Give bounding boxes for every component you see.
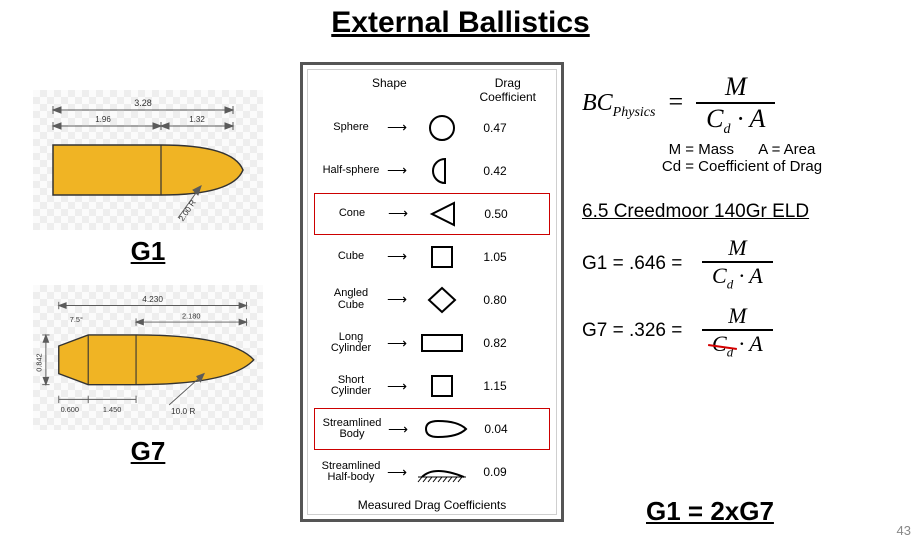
drag-row-1: Half-sphere⟶ 0.42	[314, 150, 550, 192]
shape-icon	[412, 331, 472, 355]
g7-height: 0.842	[34, 353, 43, 371]
bullet-profiles: 3.28 1.96 1.32 2.00 R	[18, 90, 278, 485]
page-title: External Ballistics	[0, 6, 921, 40]
drag-header-shape: Shape	[372, 76, 407, 104]
bullet-g7-figure: 4.230 2.180 7.5° 0.842	[33, 285, 263, 430]
example-heading: 6.5 Creedmoor 140Gr ELD	[582, 201, 902, 223]
g1-equation: G1 = .646 = M Cd · A	[582, 237, 902, 290]
drag-row-6: Short Cylinder⟶ 1.15	[314, 365, 550, 407]
formula-denominator: Cd · A	[696, 102, 775, 137]
arrow-icon: ⟶	[382, 248, 412, 265]
legend-a: A = Area	[758, 141, 815, 158]
shape-icon	[412, 461, 472, 483]
legend-m: M = Mass	[669, 141, 734, 158]
g1-radius-note: 2.00 R	[177, 198, 198, 223]
shape-icon	[412, 113, 472, 143]
drag-row-value: 0.42	[472, 164, 518, 178]
drag-row-name: Short Cylinder	[320, 375, 382, 398]
drag-row-value: 0.80	[472, 293, 518, 307]
bc-formula: BCPhysics = M Cd · A	[582, 74, 902, 137]
arrow-icon: ⟶	[382, 162, 412, 179]
g7-equation: G7 = .326 = M Cd · A	[582, 305, 902, 358]
drag-row-2: Cone⟶ 0.50	[314, 193, 550, 235]
g1-dim-total: 3.28	[134, 98, 152, 108]
g7-boat-len: 1.450	[103, 405, 121, 414]
g7-label: G7	[18, 436, 278, 467]
drag-row-value: 0.50	[473, 207, 519, 221]
drag-row-value: 0.04	[473, 422, 519, 436]
arrow-icon: ⟶	[382, 119, 412, 136]
drag-row-5: Long Cylinder⟶ 0.82	[314, 322, 550, 364]
arrow-icon: ⟶	[383, 205, 413, 222]
conclusion: G1 = 2xG7	[646, 496, 774, 527]
drag-row-8: Streamlined Half-body⟶ 0.09	[314, 451, 550, 493]
g7-dim-total: 4.230	[142, 295, 163, 304]
drag-row-name: Streamlined Body	[321, 418, 383, 441]
drag-header-coeff1: Drag	[495, 76, 521, 90]
drag-row-value: 1.05	[472, 250, 518, 264]
drag-row-value: 0.09	[472, 465, 518, 479]
drag-row-3: Cube⟶ 1.05	[314, 236, 550, 278]
g7-radius-note: 10.0 R	[171, 407, 195, 416]
g7-dim-nose: 2.180	[182, 311, 200, 320]
shape-icon	[412, 285, 472, 315]
drag-footer: Measured Drag Coefficients	[314, 494, 550, 512]
drag-row-name: Angled Cube	[320, 288, 382, 311]
drag-row-7: Streamlined Body⟶ 0.04	[314, 408, 550, 450]
bullet-g1-figure: 3.28 1.96 1.32 2.00 R	[33, 90, 263, 230]
formula-column: BCPhysics = M Cd · A M = Mass A = Area C…	[582, 74, 902, 358]
shape-icon	[413, 199, 473, 229]
g7-boat-bottom: 0.600	[61, 405, 79, 414]
shape-icon	[412, 156, 472, 186]
drag-row-name: Cube	[320, 251, 382, 263]
legend-cd: Cd = Coefficient of Drag	[662, 158, 822, 175]
drag-row-name: Cone	[321, 208, 383, 220]
drag-row-name: Half-sphere	[320, 165, 382, 177]
drag-row-name: Sphere	[320, 122, 382, 134]
drag-coeff-table: Shape Drag Coefficient Sphere⟶0.47Half-s…	[300, 62, 564, 522]
formula-numerator: M	[696, 74, 775, 102]
arrow-icon: ⟶	[382, 464, 412, 481]
shape-icon	[413, 418, 473, 440]
drag-header-coeff2: Coefficient	[480, 90, 536, 104]
arrow-icon: ⟶	[382, 335, 412, 352]
drag-row-name: Long Cylinder	[320, 332, 382, 355]
drag-row-0: Sphere⟶ 0.47	[314, 107, 550, 149]
drag-row-4: Angled Cube⟶ 0.80	[314, 279, 550, 321]
page-number: 43	[897, 523, 911, 538]
drag-row-value: 1.15	[472, 379, 518, 393]
drag-row-value: 0.82	[472, 336, 518, 350]
arrow-icon: ⟶	[382, 378, 412, 395]
g7-angle: 7.5°	[70, 315, 83, 324]
g1-dim-nose: 1.32	[189, 115, 205, 124]
g1-dim-body: 1.96	[95, 115, 111, 124]
arrow-icon: ⟶	[382, 291, 412, 308]
shape-icon	[412, 242, 472, 272]
g1-label: G1	[18, 236, 278, 267]
shape-icon	[412, 371, 472, 401]
drag-row-name: Streamlined Half-body	[320, 461, 382, 484]
g1-bullet-shape	[53, 145, 243, 195]
drag-row-value: 0.47	[472, 121, 518, 135]
arrow-icon: ⟶	[383, 421, 413, 438]
